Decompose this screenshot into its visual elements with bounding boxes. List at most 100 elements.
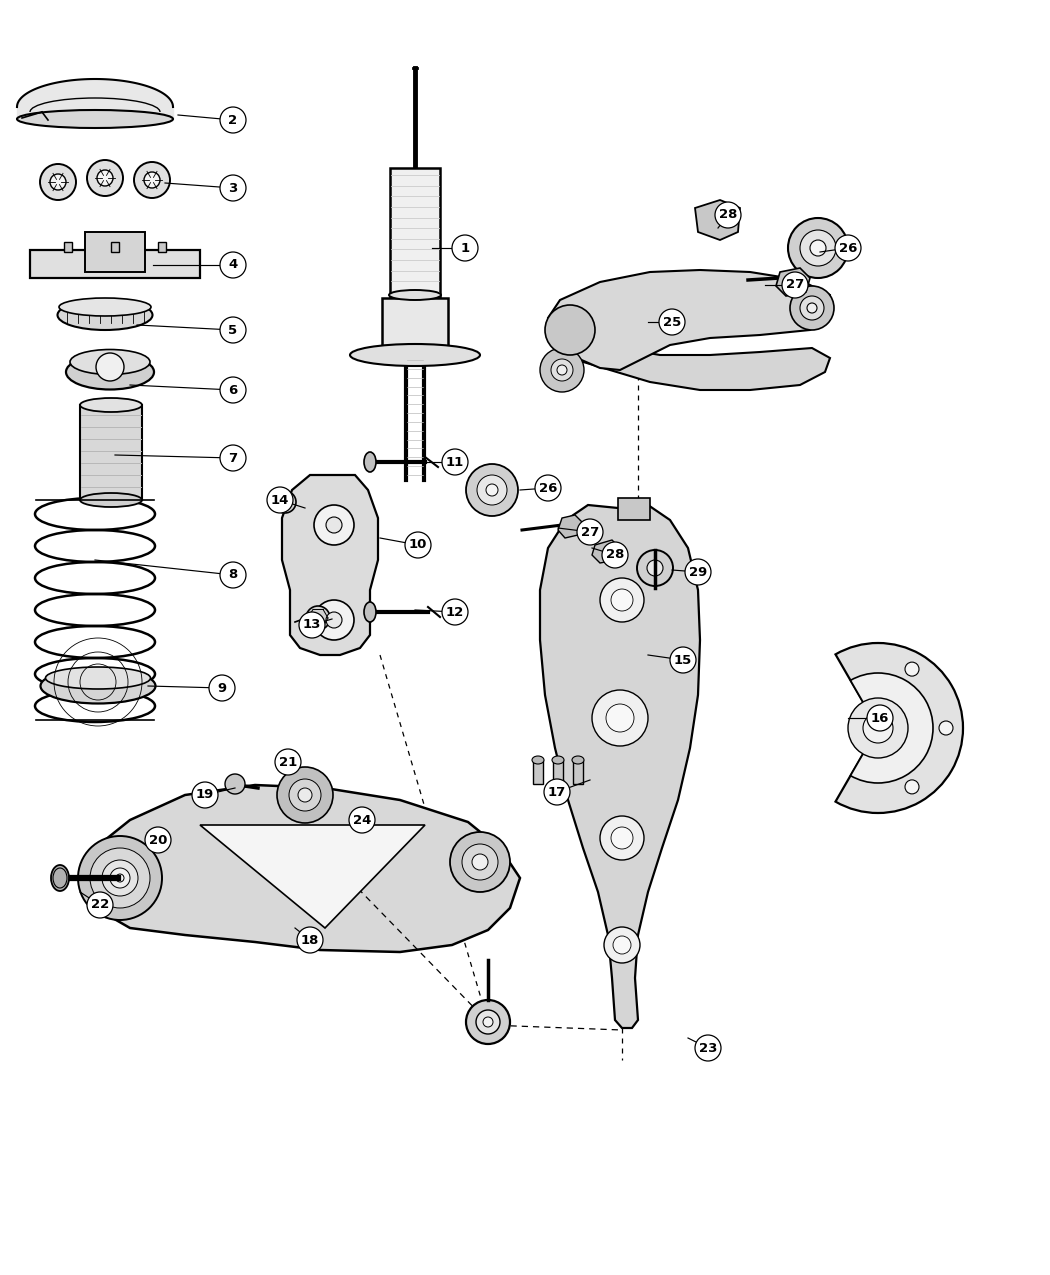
Text: 14: 14 [271,493,289,506]
Circle shape [715,201,741,228]
Polygon shape [540,505,700,1028]
Circle shape [476,1010,500,1034]
Circle shape [611,827,633,849]
Circle shape [209,674,235,701]
Ellipse shape [70,349,150,375]
Ellipse shape [80,398,142,412]
Circle shape [220,562,246,588]
Circle shape [274,491,296,513]
Bar [85,232,145,272]
Text: 26: 26 [839,241,857,255]
Wedge shape [836,643,963,813]
Circle shape [405,532,430,558]
Circle shape [275,748,301,775]
Circle shape [442,599,468,625]
Ellipse shape [66,354,154,389]
Text: 27: 27 [785,278,804,292]
Circle shape [611,589,633,611]
Text: 2: 2 [229,113,237,126]
Circle shape [326,516,342,533]
Text: 10: 10 [408,538,427,552]
Circle shape [78,836,162,921]
Circle shape [90,848,150,908]
Ellipse shape [51,864,69,891]
Circle shape [545,305,595,354]
Bar [382,298,448,353]
Circle shape [486,484,498,496]
Circle shape [87,159,123,196]
Circle shape [551,360,573,381]
Circle shape [685,558,711,585]
Circle shape [134,162,170,198]
Ellipse shape [364,602,376,622]
Circle shape [600,816,644,861]
Circle shape [306,606,330,630]
Bar [80,405,142,500]
Polygon shape [558,515,582,538]
Circle shape [544,779,570,805]
Circle shape [40,164,76,200]
Ellipse shape [552,756,564,764]
Text: 5: 5 [229,324,237,337]
Circle shape [225,774,245,794]
Circle shape [192,782,218,808]
Ellipse shape [41,668,155,704]
Circle shape [556,365,567,375]
Polygon shape [200,825,425,928]
Ellipse shape [532,756,544,764]
Circle shape [848,697,908,759]
Circle shape [695,1035,721,1061]
Circle shape [564,324,576,337]
Circle shape [536,476,561,501]
Text: 29: 29 [689,566,707,579]
Circle shape [800,296,824,320]
Circle shape [800,230,836,266]
Circle shape [466,1000,510,1044]
Circle shape [477,476,507,505]
Text: 11: 11 [446,455,464,468]
Circle shape [314,505,354,544]
Circle shape [592,690,648,746]
Text: 25: 25 [663,315,681,329]
Text: 20: 20 [149,834,167,847]
Circle shape [462,844,498,880]
Text: 28: 28 [606,548,624,561]
Circle shape [782,272,808,298]
Circle shape [220,175,246,201]
Ellipse shape [58,300,152,330]
Text: 24: 24 [353,813,372,826]
Circle shape [483,1017,493,1026]
Circle shape [220,317,246,343]
Ellipse shape [572,756,584,764]
Circle shape [790,286,834,330]
Circle shape [116,873,124,882]
Circle shape [556,316,584,344]
Bar [30,250,200,278]
Text: 21: 21 [279,756,297,769]
Circle shape [867,705,892,731]
Text: 6: 6 [229,384,237,397]
Circle shape [267,487,293,513]
Ellipse shape [388,289,441,300]
Text: 22: 22 [91,899,109,912]
Bar [553,760,563,784]
Circle shape [905,780,919,794]
Ellipse shape [364,453,376,472]
Circle shape [452,235,478,261]
Circle shape [863,713,892,743]
Polygon shape [90,785,520,952]
Circle shape [220,107,246,133]
Circle shape [299,612,326,638]
Polygon shape [548,348,830,390]
Text: 7: 7 [229,451,237,464]
Bar [573,760,583,784]
Text: 9: 9 [217,682,227,695]
Circle shape [326,612,342,629]
Text: 13: 13 [302,618,321,631]
Circle shape [349,807,375,833]
Circle shape [220,377,246,403]
Circle shape [314,601,354,640]
Circle shape [807,303,817,312]
Text: 26: 26 [539,482,558,495]
Circle shape [670,646,696,673]
